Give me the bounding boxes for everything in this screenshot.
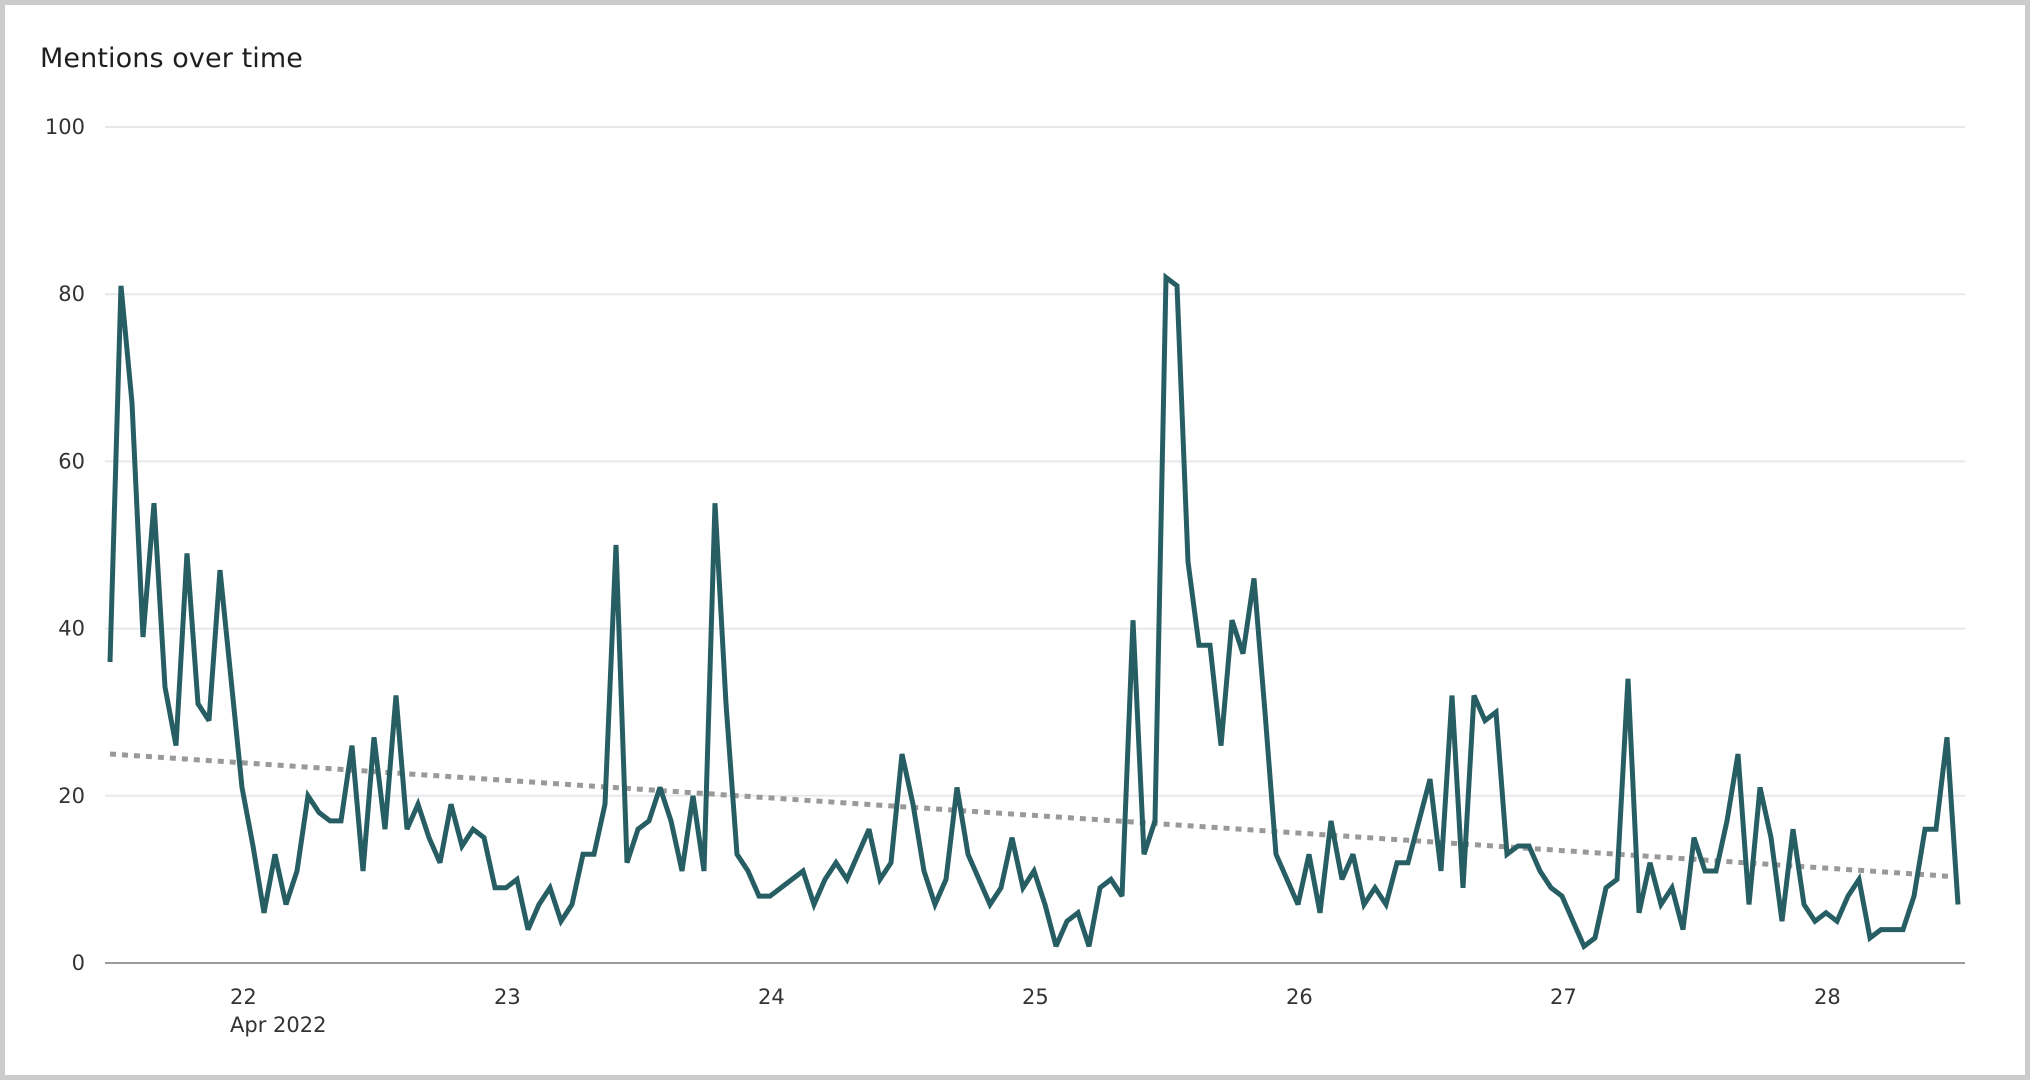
y-tick-label: 40 [58, 617, 85, 641]
y-tick-label: 0 [72, 951, 85, 975]
chart-title: Mentions over time [40, 43, 303, 74]
x-tick-label: 24 [758, 985, 785, 1009]
gridlines [105, 126, 1965, 797]
x-axis-date-label: Apr 2022 [230, 1013, 326, 1037]
x-tick-label: 22 [230, 985, 257, 1009]
mentions-line [107, 272, 1961, 951]
x-tick-label: 28 [1814, 985, 1841, 1009]
y-tick-label: 20 [58, 784, 85, 808]
x-tick-label: 23 [494, 985, 521, 1009]
y-tick-label: 60 [58, 449, 85, 473]
x-tick-label: 27 [1550, 985, 1577, 1009]
x-axis-labels: 22 Apr 2022 23 24 25 26 27 28 [230, 985, 1841, 1037]
y-tick-label: 80 [58, 282, 85, 306]
y-axis-labels: 0 20 40 60 80 100 [45, 115, 85, 975]
x-tick-label: 25 [1022, 985, 1049, 1009]
y-tick-label: 100 [45, 115, 85, 139]
x-tick-label: 26 [1286, 985, 1313, 1009]
trend-line [109, 751, 1959, 880]
